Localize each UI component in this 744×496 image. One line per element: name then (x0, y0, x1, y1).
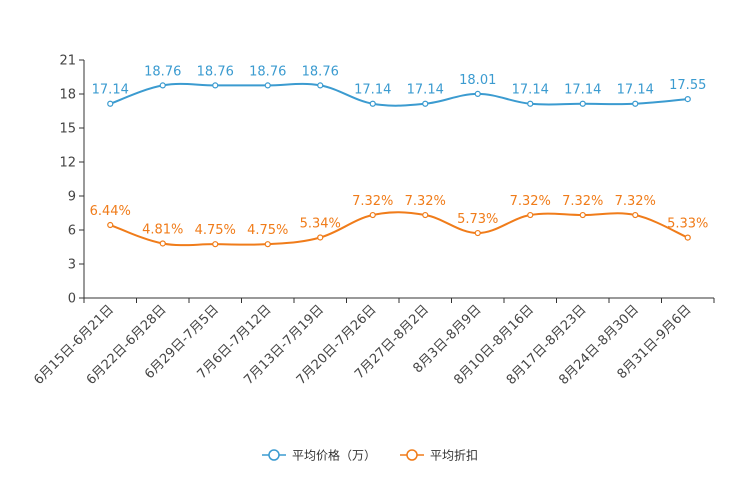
series-line (109, 211, 689, 247)
data-point[interactable] (159, 82, 166, 89)
data-label: 17.14 (354, 83, 391, 98)
data-label: 17.14 (407, 83, 444, 98)
data-point[interactable] (422, 100, 429, 107)
data-point[interactable] (422, 211, 429, 219)
legend-circle-icon (268, 449, 280, 461)
data-point[interactable] (474, 229, 481, 237)
data-label: 18.76 (249, 64, 286, 79)
data-point[interactable] (107, 100, 114, 107)
data-label: 4.81% (142, 222, 183, 237)
legend-item-2[interactable]: 平均折扣 (400, 448, 478, 463)
data-label: 7.32% (405, 194, 446, 209)
y-tick-label: 0 (68, 292, 76, 307)
data-point[interactable] (579, 211, 586, 219)
data-label: 4.75% (195, 223, 236, 238)
data-label: 18.01 (459, 73, 496, 88)
data-point[interactable] (212, 82, 219, 89)
series-line (109, 82, 688, 107)
data-label: 5.73% (457, 212, 498, 227)
legend-label: 平均折扣 (430, 448, 478, 463)
data-label: 7.32% (510, 194, 551, 209)
data-label: 17.14 (617, 83, 654, 98)
data-point[interactable] (107, 221, 114, 229)
data-label: 17.14 (512, 83, 549, 98)
y-tick-label: 9 (68, 190, 76, 205)
data-label: 7.32% (352, 194, 393, 209)
data-point[interactable] (369, 211, 376, 219)
y-tick-label: 6 (68, 224, 76, 239)
data-point[interactable] (527, 211, 534, 219)
y-tick-label: 12 (59, 156, 76, 171)
data-label: 6.44% (90, 204, 131, 219)
legend-label: 平均价格（万） (292, 448, 376, 463)
y-tick-label: 15 (59, 122, 76, 137)
y-tick-label: 21 (59, 54, 76, 69)
legend-circle-icon (406, 449, 418, 461)
data-label: 5.34% (300, 216, 341, 231)
data-point[interactable] (317, 82, 324, 89)
data-label: 17.55 (669, 78, 706, 93)
data-point[interactable] (579, 100, 586, 107)
data-point[interactable] (317, 234, 324, 241)
series-1: 17.14 18.76 18.76 18.76 18.76 17.14 17.14 18.01… (92, 64, 706, 107)
data-label: 18.76 (302, 64, 339, 79)
data-label: 18.76 (197, 64, 234, 79)
data-point[interactable] (264, 82, 271, 89)
series-2: 6.44% 4.81% 4.75% 4.75% 5.34% 7.32% 7.32% 5.73%… (90, 194, 708, 248)
data-label: 4.75% (247, 223, 288, 238)
y-tick-label: 18 (59, 88, 76, 103)
data-point[interactable] (527, 100, 534, 107)
data-label: 7.32% (615, 194, 656, 209)
data-label: 7.32% (562, 194, 603, 209)
series-layer: 17.14 18.76 18.76 18.76 18.76 17.14 17.14 18.01… (90, 64, 708, 248)
data-label: 17.14 (564, 83, 601, 98)
data-point[interactable] (684, 95, 691, 103)
data-point[interactable] (212, 241, 219, 248)
y-tick-label: 3 (68, 258, 76, 273)
data-point[interactable] (369, 100, 376, 107)
data-point[interactable] (632, 100, 639, 107)
legend: 平均价格（万） 平均折扣 (262, 448, 478, 463)
data-point[interactable] (159, 240, 166, 247)
data-label: 5.33% (667, 217, 708, 232)
data-label: 17.14 (92, 83, 129, 98)
data-label: 18.76 (144, 64, 181, 79)
data-point[interactable] (632, 211, 639, 219)
legend-item-1[interactable]: 平均价格（万） (262, 448, 376, 463)
data-point[interactable] (264, 241, 271, 248)
data-point[interactable] (474, 90, 481, 97)
data-point[interactable] (684, 234, 691, 241)
